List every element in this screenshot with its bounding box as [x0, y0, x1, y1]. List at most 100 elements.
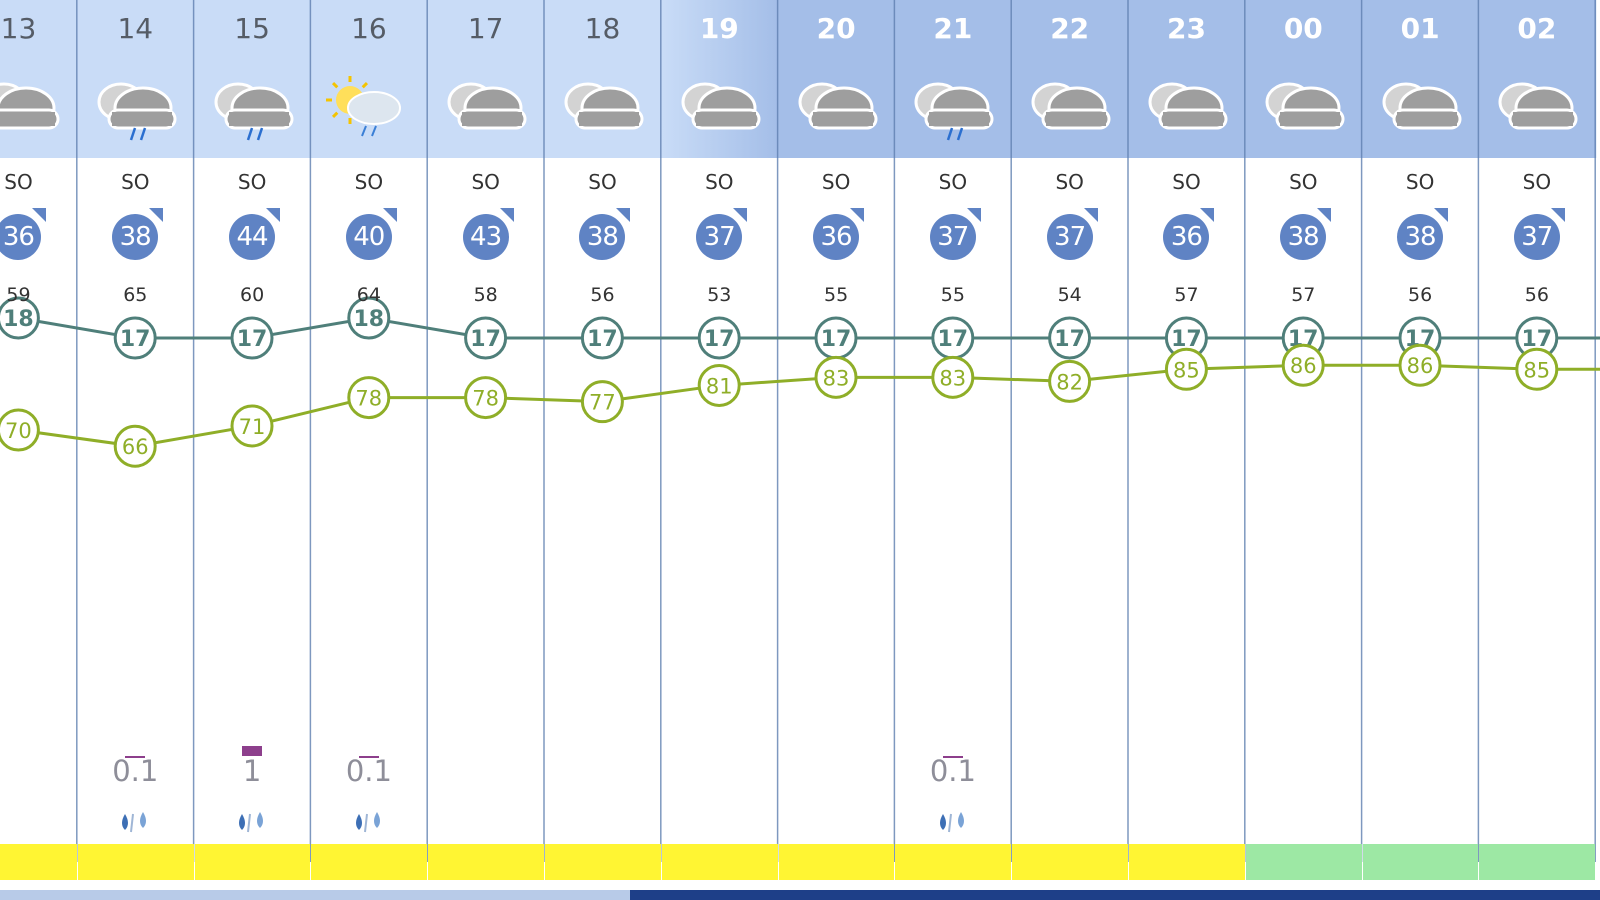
header-cell-bg	[544, 0, 662, 158]
wind-speed-badge: 43	[462, 214, 509, 260]
temperature-point: 17	[931, 316, 975, 360]
temperature-point: 17	[697, 316, 741, 360]
rain-drops-icon	[894, 810, 1011, 840]
sun-strip-cell	[311, 844, 428, 880]
hour-label: 17	[467, 12, 504, 45]
humidity-point: 81	[697, 363, 741, 407]
hour-column[interactable]: 13 SO 36 59	[0, 0, 77, 880]
wind-arrow-icon	[149, 208, 164, 222]
header-cell-bg	[76, 0, 195, 158]
wind-arrow-icon	[1200, 208, 1215, 222]
humidity-point: 82	[1048, 359, 1092, 403]
humidity-point: 83	[931, 355, 975, 399]
precipitation-value: 1	[242, 754, 262, 788]
wind-direction: SO	[121, 170, 150, 194]
wind-direction: SO	[938, 170, 968, 194]
hour-column[interactable]: 21 SO 37 55 0.1	[894, 0, 1011, 880]
wind-arrow-icon	[265, 208, 280, 222]
precipitation-value: 0.1	[112, 754, 159, 788]
sun-strip-cell	[545, 844, 661, 880]
wind-speed-badge: 37	[1046, 214, 1093, 260]
hour-column[interactable]: 00 SO 38 57	[1245, 0, 1362, 880]
temperature-label: 18	[353, 307, 384, 332]
humidity-label: 86	[1290, 354, 1317, 378]
precipitation-bar	[358, 756, 379, 758]
wind-gust: 65	[123, 284, 148, 306]
humidity-label: 83	[939, 366, 966, 390]
hour-column[interactable]: 18 SO 38 56	[544, 0, 661, 880]
precipitation-bar	[241, 746, 262, 756]
hour-label: 02	[1517, 12, 1557, 45]
temperature-label: 17	[470, 327, 501, 352]
hour-column[interactable]: 17 SO 43 58	[427, 0, 544, 880]
humidity-point: 86	[1281, 343, 1325, 387]
wind-arrow-icon	[616, 208, 631, 222]
cloud-icon	[544, 70, 661, 142]
hour-column[interactable]: 16 SO 40 64 0.1	[310, 0, 427, 880]
forecast-header-background	[0, 0, 1597, 158]
timeline-bar-future	[630, 890, 1600, 900]
temperature-label: 17	[1054, 327, 1085, 352]
precipitation-value: 0.1	[345, 754, 392, 788]
wind-direction: SO	[588, 170, 617, 194]
wind-gust: 55	[940, 284, 965, 306]
cloud-icon	[1362, 70, 1479, 142]
temperature-point: 17	[113, 316, 157, 360]
sun-strip-cell	[661, 844, 778, 880]
wind-direction: SO	[471, 170, 500, 194]
hour-column[interactable]: 23 SO 36 57	[1128, 0, 1245, 880]
hour-column[interactable]: 19 SO 37 53	[661, 0, 778, 880]
cloud-icon	[1478, 70, 1595, 142]
sun-strip-cell	[77, 844, 194, 880]
wind-gust: 54	[1057, 284, 1082, 306]
header-cell-bg	[1244, 0, 1363, 158]
hour-label: 20	[816, 12, 856, 45]
wind-arrow-icon	[1550, 208, 1565, 222]
rain-drops-icon	[194, 810, 311, 840]
hour-label: 22	[1050, 12, 1090, 45]
hour-column[interactable]: 01 SO 38 56	[1362, 0, 1479, 880]
wind-gust: 57	[1174, 284, 1199, 306]
hour-label: 19	[699, 12, 739, 45]
humidity-label: 78	[472, 387, 499, 411]
temperature-label: 17	[237, 327, 268, 352]
night-strip-cell	[1362, 844, 1479, 880]
humidity-point: 78	[464, 376, 508, 420]
hour-label: 23	[1167, 12, 1206, 45]
wind-gust: 55	[824, 284, 849, 306]
humidity-point: 83	[814, 355, 858, 399]
humidity-point: 85	[1164, 347, 1208, 391]
header-cell-bg	[1011, 0, 1129, 158]
wind-gust: 56	[1524, 284, 1549, 306]
header-cell-bg	[193, 0, 312, 158]
header-cell-bg	[1478, 0, 1597, 158]
hour-column[interactable]: 15 SO 44 60 1	[194, 0, 311, 880]
cloud-icon	[0, 70, 77, 142]
rain-drops-icon	[310, 810, 427, 840]
temperature-point: 17	[464, 316, 508, 360]
header-cell-bg	[427, 0, 545, 158]
wind-direction: SO	[1055, 170, 1084, 194]
cloud-icon	[1128, 70, 1245, 142]
hour-column[interactable]: 22 SO 37 54	[1011, 0, 1128, 880]
temperature-label: 18	[3, 307, 34, 332]
hour-column[interactable]: 14 SO 38 65 0.1	[77, 0, 194, 880]
temperature-point: 17	[1048, 316, 1092, 360]
sun-cloud-rain-icon	[310, 70, 427, 142]
header-cell-bg	[1128, 0, 1246, 158]
wind-gust: 58	[473, 284, 498, 306]
hour-column[interactable]: 20 SO 36 55	[778, 0, 895, 880]
hour-column[interactable]: 02 SO 37 56	[1478, 0, 1595, 880]
hour-label: 01	[1400, 12, 1440, 45]
humidity-point: 78	[347, 376, 391, 420]
temperature-point: 17	[230, 316, 274, 360]
humidity-label: 82	[1056, 370, 1083, 394]
humidity-label: 86	[1407, 354, 1434, 378]
sun-strip-cell	[895, 844, 1012, 880]
header-cell-bg	[0, 0, 78, 158]
wind-speed-badge: 38	[1396, 214, 1443, 260]
header-cell-bg	[310, 0, 429, 158]
humidity-label: 81	[706, 374, 733, 398]
